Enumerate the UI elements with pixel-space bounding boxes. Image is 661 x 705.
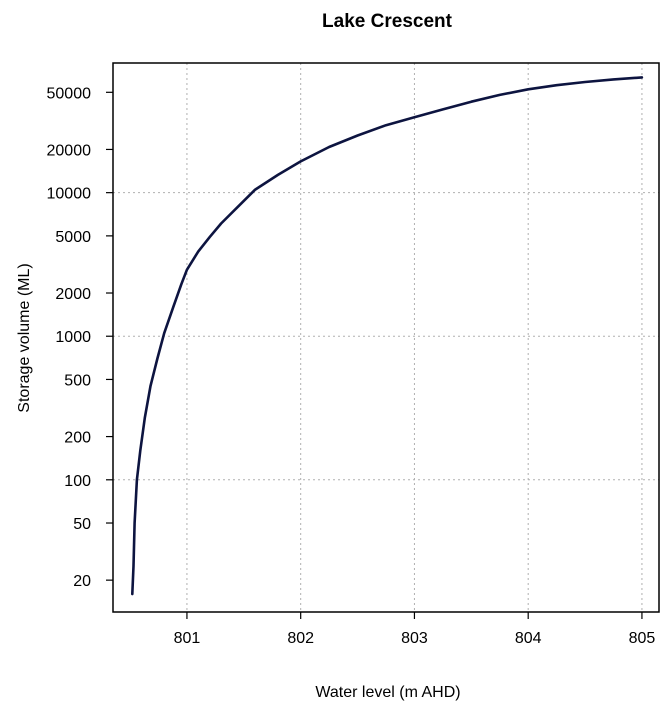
y-tick-label: 50 [73,516,91,533]
y-tick-label: 5000 [55,229,91,246]
x-axis-label: Water level (m AHD) [315,684,460,701]
y-tick-label: 1000 [55,329,91,346]
x-axis: 801 802 803 804 805 [174,612,656,647]
y-tick-label: 2000 [55,286,91,303]
grid-layer [113,63,659,612]
y-tick-label: 20 [73,573,91,590]
x-tick-label: 802 [287,630,314,647]
x-tick-label: 805 [629,630,656,647]
storage-curve [131,76,644,596]
x-tick-label: 803 [401,630,428,647]
y-axis-label: Storage volume (ML) [16,263,33,412]
x-tick-label: 801 [174,630,201,647]
chart-title: Lake Crescent [322,11,453,32]
series-layer [131,76,644,596]
y-axis: 20 50 100 200 500 1000 2000 5000 10000 20000 50000 [47,85,113,590]
y-tick-label: 10000 [47,186,92,203]
y-tick-label: 200 [64,430,91,447]
y-tick-label: 500 [64,372,91,389]
x-tick-label: 804 [515,630,542,647]
y-tick-label: 20000 [47,142,92,159]
y-tick-label: 50000 [47,85,92,102]
plot-frame [112,62,660,613]
y-tick-label: 100 [64,473,91,490]
